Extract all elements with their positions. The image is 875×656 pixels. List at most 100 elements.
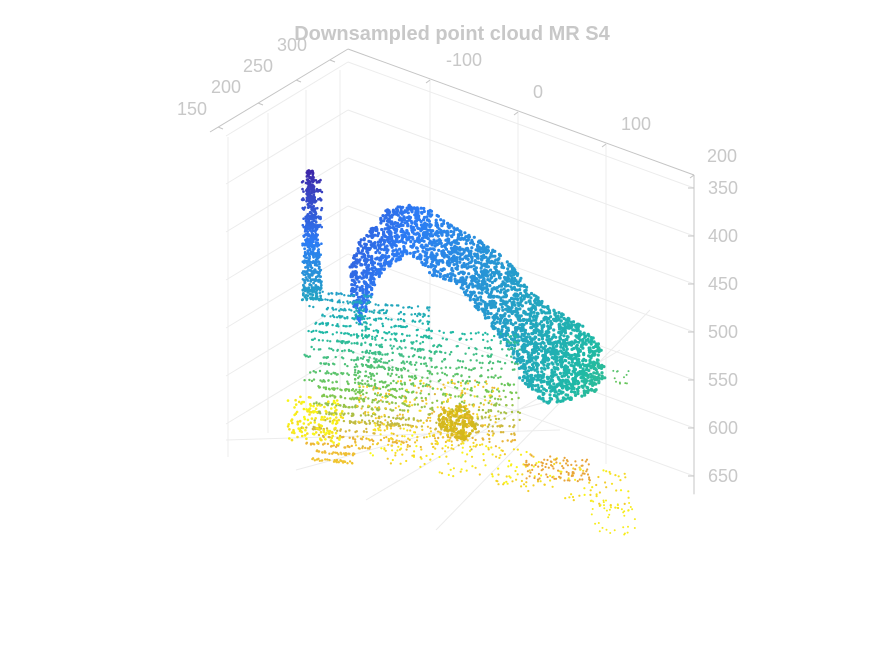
cloud-point [314,230,317,234]
cloud-point [312,425,315,429]
cloud-point [420,406,423,409]
cloud-point [386,395,389,398]
cloud-point [446,241,450,245]
cloud-point [532,377,536,381]
cloud-point [450,331,453,334]
cloud-point [360,437,363,441]
cloud-point [337,325,340,328]
cloud-point [473,294,478,298]
cloud-point [309,442,313,445]
cloud-point [354,397,357,400]
cloud-point [475,380,479,384]
cloud-point [404,418,408,421]
cloud-point [547,350,551,354]
cloud-point [402,441,405,444]
cloud-point [457,366,460,369]
z-grid-line [225,301,349,377]
cloud-point [487,423,491,426]
cloud-point [510,361,514,364]
cloud-point [405,360,409,363]
cloud-point [523,310,527,314]
cloud-point [455,367,458,370]
cloud-point [312,287,315,291]
cloud-point [466,379,469,383]
cloud-point [452,230,456,234]
cloud-point [374,272,378,276]
cloud-point [531,332,535,336]
cloud-point [505,260,509,264]
cloud-point [350,342,353,345]
cloud-point [364,329,367,332]
cloud-point [496,317,500,321]
cloud-point [360,276,364,280]
y-tick-mark [257,102,264,106]
cloud-point [471,284,475,288]
cloud-point [432,238,436,242]
cloud-point [464,281,468,285]
cloud-point [585,390,589,394]
cloud-point [339,396,342,399]
cloud-point [358,307,361,310]
cloud-point [374,336,377,339]
cloud-point [461,276,465,280]
cloud-point [540,366,544,370]
cloud-point [402,306,405,309]
cloud-point [367,335,370,338]
cloud-point [562,371,566,375]
cloud-point [312,179,316,182]
cloud-point [398,424,402,428]
cloud-point [485,262,489,266]
cloud-point [307,219,311,223]
cloud-point [584,368,589,372]
cloud-point [458,338,461,341]
cloud-point [549,352,553,356]
cloud-point [559,319,563,323]
cloud-point [315,189,318,193]
cloud-point [387,366,390,369]
cloud-point [366,317,369,320]
cloud-point [404,423,407,426]
cloud-point [437,248,441,252]
cloud-point [530,373,534,377]
cloud-point [564,384,568,388]
cloud-point [312,428,315,431]
cloud-point [596,364,600,368]
cloud-point [390,318,393,321]
cloud-point [303,247,306,251]
cloud-point [562,334,566,338]
cloud-point [516,341,519,344]
cloud-point [404,241,408,245]
cloud-point [421,385,425,388]
cloud-point [414,216,418,220]
cloud-point [397,218,402,222]
cloud-point [547,401,551,405]
cloud-point [343,460,346,463]
cloud-point [442,219,446,223]
cloud-point [523,376,527,380]
cloud-point [438,272,442,276]
cloud-point [449,436,452,439]
cloud-point [388,359,391,363]
cloud-point [514,279,518,283]
cloud-point [349,334,352,337]
cloud-point [567,371,571,375]
cloud-point [539,342,543,346]
cloud-point [501,299,505,303]
cloud-point [502,287,506,291]
cloud-point [434,218,438,222]
cloud-point [341,315,344,318]
cloud-point [514,321,518,325]
cloud-point [398,352,401,356]
cloud-point [504,404,508,407]
cloud-point [499,332,502,335]
cloud-point [460,247,465,251]
cloud-point [508,270,512,274]
cloud-point [470,368,473,372]
cloud-point [474,266,478,270]
cloud-point [356,371,360,375]
cloud-point [351,405,354,409]
cloud-point [530,322,535,326]
cloud-point [337,292,340,295]
cloud-point [399,311,402,314]
cloud-point [364,363,368,367]
